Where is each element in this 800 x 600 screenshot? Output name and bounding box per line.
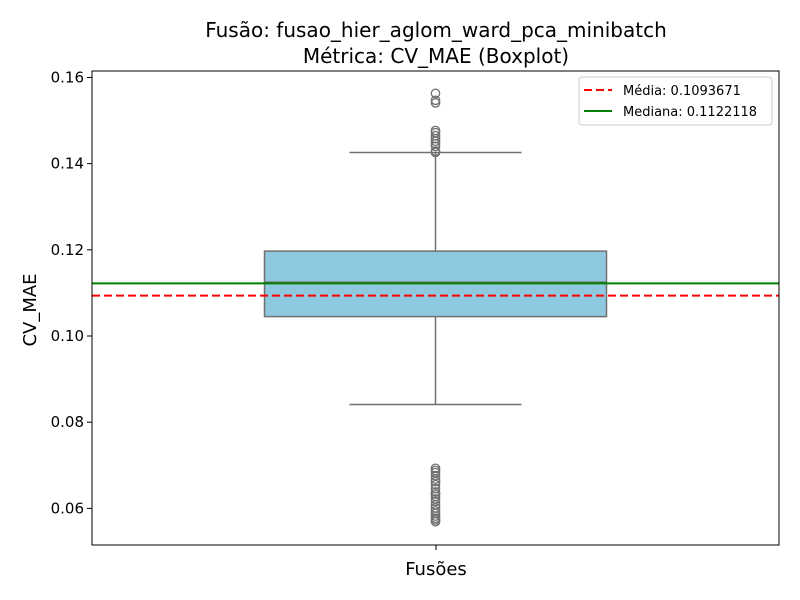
legend: Média: 0.1093671 Mediana: 0.1122118 [578, 76, 773, 126]
outlier-point [430, 88, 441, 99]
y-tick-label: 0.12 [51, 241, 84, 259]
y-tick-label: 0.14 [51, 155, 84, 173]
y-tick-label: 0.08 [51, 413, 84, 431]
outlier-point [430, 147, 441, 158]
legend-frame [578, 76, 773, 126]
outlier-point [430, 516, 441, 527]
outlier-point [430, 476, 441, 487]
plot-area [92, 88, 779, 527]
outlier-point [430, 141, 441, 152]
y-tick-label: 0.06 [51, 499, 84, 517]
outlier-point [430, 98, 441, 108]
x-axis-title: Fusões [405, 559, 467, 580]
legend-median-label: Mediana: 0.1122118 [623, 105, 757, 120]
outlier-point [430, 474, 441, 484]
y-tick-label: 0.10 [51, 327, 84, 345]
outlier-point [430, 496, 441, 507]
outlier-point [430, 95, 441, 106]
outlier-point [430, 479, 441, 490]
chart-title: Fusão: fusao_hier_aglom_ward_pca_minibat… [205, 18, 667, 42]
legend-mean-label: Média: 0.1093671 [623, 84, 741, 99]
y-axis: 0.06 0.08 0.10 0.12 0.14 0.16 [51, 68, 92, 517]
chart-subtitle: Métrica: CV_MAE (Boxplot) [303, 44, 569, 68]
y-axis-title: CV_MAE [20, 273, 41, 346]
y-tick-label: 0.16 [51, 68, 84, 86]
outlier-point [430, 136, 441, 147]
